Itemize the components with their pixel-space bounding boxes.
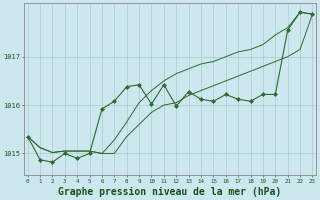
- X-axis label: Graphe pression niveau de la mer (hPa): Graphe pression niveau de la mer (hPa): [59, 186, 282, 197]
